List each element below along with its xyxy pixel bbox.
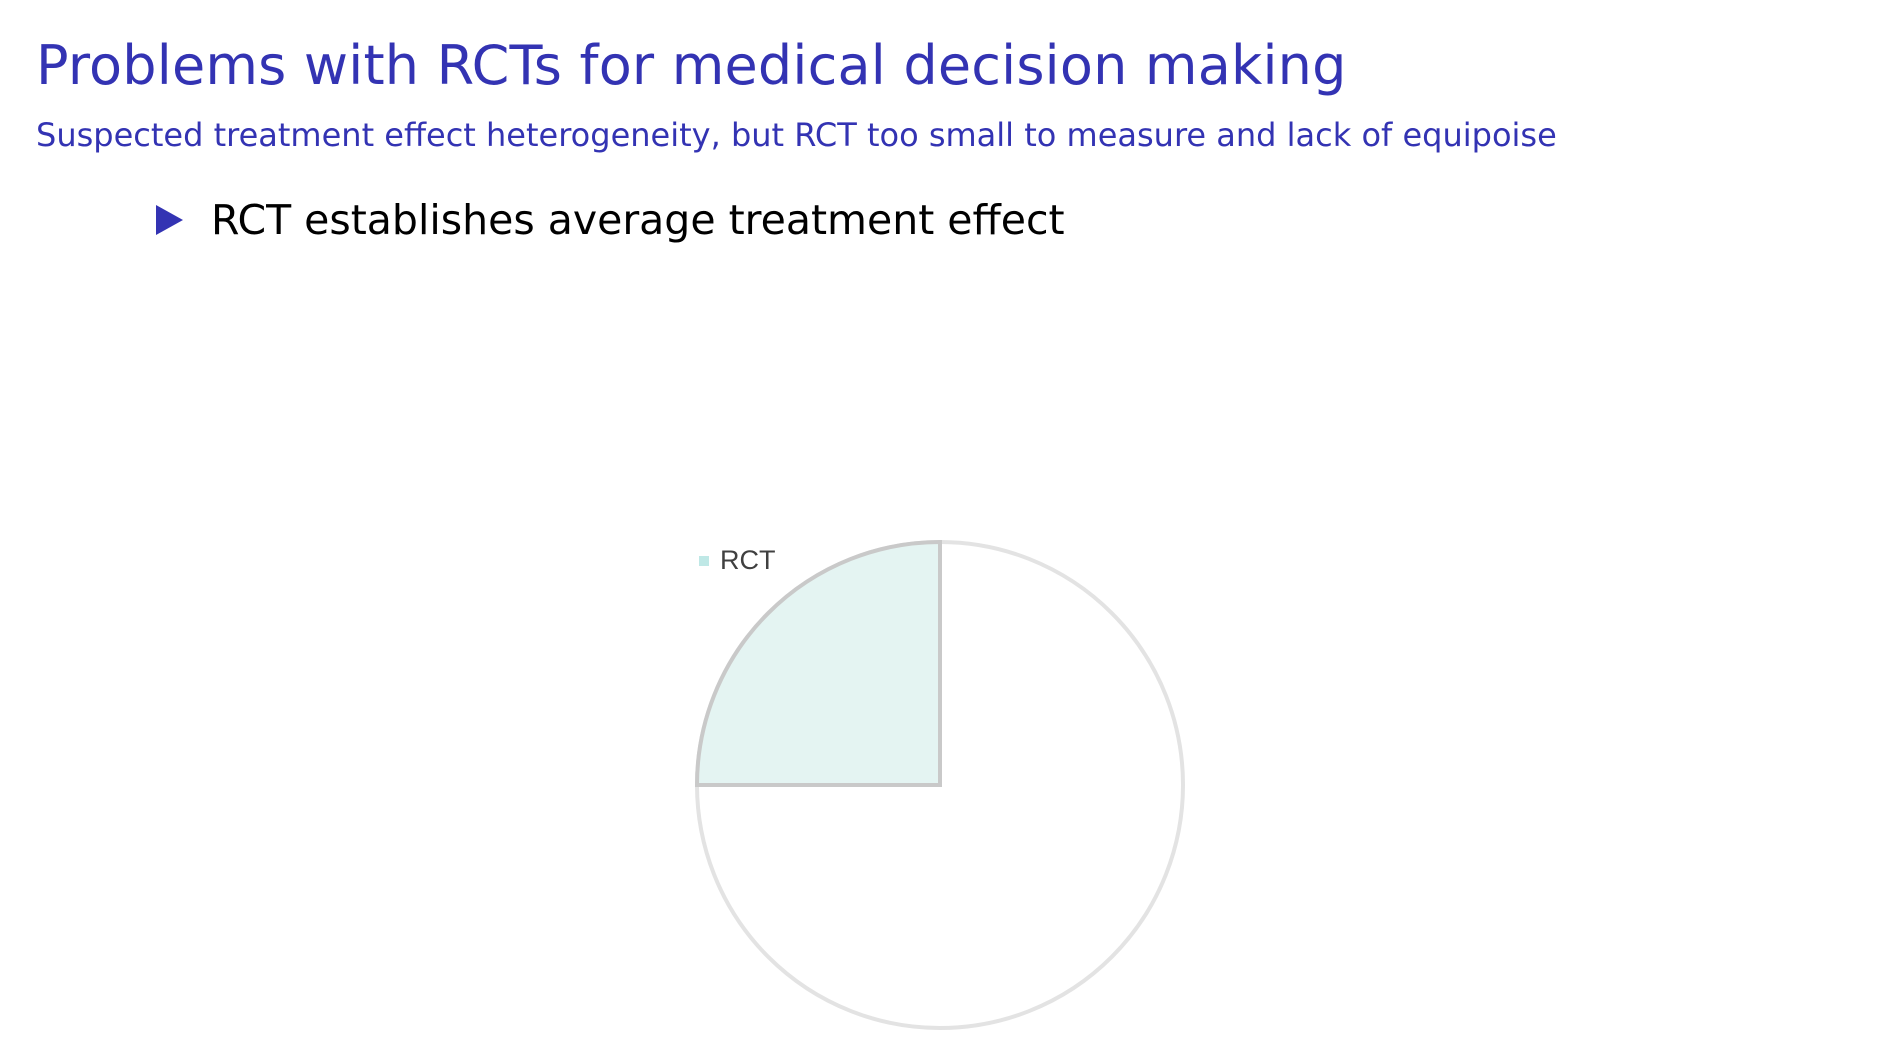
pie-chart [694, 539, 1185, 1030]
legend-swatch [699, 556, 709, 566]
bullet-item: RCT establishes average treatment effect [156, 196, 1065, 244]
bullet-list: RCT establishes average treatment effect [156, 196, 1065, 244]
legend-label-rct: RCT [720, 545, 776, 575]
bullet-text: RCT establishes average treatment effect [211, 196, 1065, 244]
pie-slice-rct [694, 539, 942, 787]
slide-subtitle: Suspected treatment effect heterogeneity… [36, 116, 1557, 154]
slide-title: Problems with RCTs for medical decision … [36, 34, 1347, 97]
triangle-bullet-icon [156, 205, 183, 235]
